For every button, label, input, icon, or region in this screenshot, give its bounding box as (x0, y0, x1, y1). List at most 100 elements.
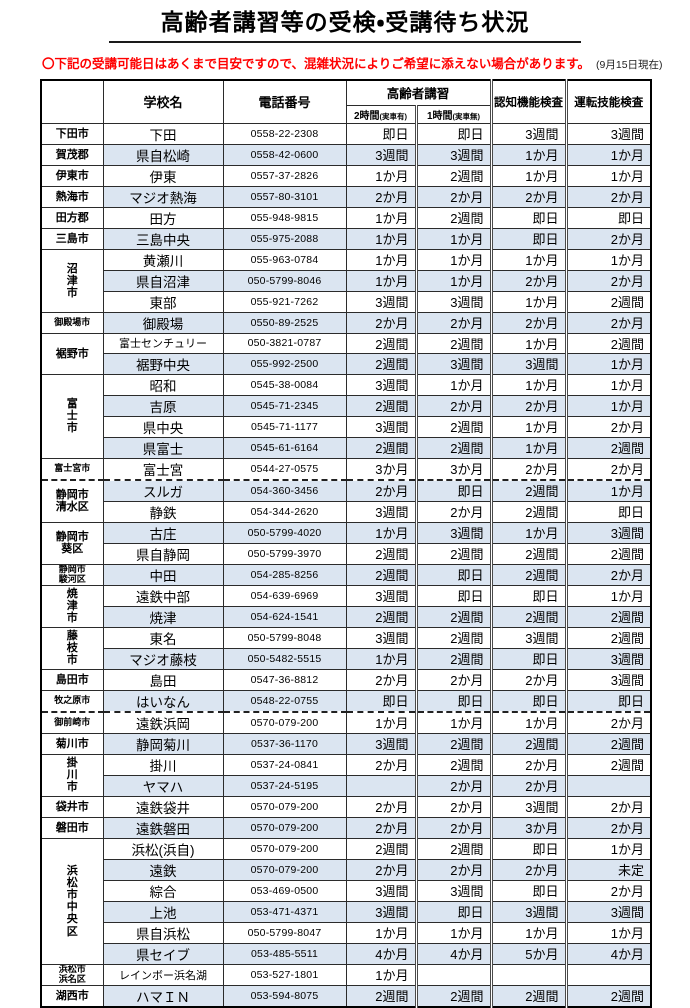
wait-value-cell: 2週間 (489, 732, 567, 755)
table-row: 掛川市掛川 0537-24-0841 2か月 2週間 2か月 2週間 (40, 753, 652, 797)
school-name-cell: マジオ藤枝 (102, 647, 224, 670)
wait-value-cell: 5か月 (489, 942, 567, 965)
wait-value-cell: 2週間 (564, 332, 652, 354)
table-row: 磐田市 遠鉄磐田 0570-079-200 2か月 2か月 3か月 2か月 (40, 816, 652, 839)
wait-value-cell: 2か月 (489, 311, 567, 334)
phone-cell: 0558-22-2308 (222, 122, 347, 145)
wait-value-cell: 2週間 (414, 415, 492, 438)
wait-value-cell: 3週間 (489, 352, 567, 375)
table-row: 焼津市遠鉄中部 054-639-6969 3週間 即日 即日 1か月 (40, 584, 652, 628)
wait-value-cell: 1か月 (564, 164, 652, 187)
region-cell: 御前崎市 (40, 711, 104, 734)
header-course-2h: 2時間(実車有) (345, 104, 417, 124)
phone-cell: 050-5482-5515 (222, 647, 347, 670)
wait-value-cell: 1か月 (414, 227, 492, 250)
wait-value-cell: 3週間 (345, 500, 417, 523)
phone-cell: 0545-61-6164 (222, 436, 347, 459)
wait-value-cell: 2週間 (564, 436, 652, 459)
phone-cell: 055-921-7262 (222, 290, 347, 313)
wait-value-cell: 3週間 (414, 290, 492, 313)
wait-value-cell: 2か月 (489, 394, 567, 417)
wait-value-cell: 2週間 (414, 626, 492, 649)
wait-value-cell: 3週間 (345, 143, 417, 166)
phone-cell: 053-485-5511 (222, 942, 347, 965)
phone-cell: 055-992-2500 (222, 352, 347, 375)
phone-cell: 0570-079-200 (222, 711, 347, 734)
wait-value-cell: 2か月 (345, 795, 417, 818)
wait-value-cell: 3週間 (414, 879, 492, 902)
wait-value-cell: 1か月 (564, 921, 652, 944)
table-row: 菊川市 静岡菊川 0537-36-1170 3週間 2週間 2週間 2週間 (40, 732, 652, 755)
school-name-cell: 遠鉄中部 (102, 584, 224, 607)
wait-value-cell: 1か月 (489, 921, 567, 944)
phone-cell: 0570-079-200 (222, 816, 347, 839)
phone-cell: 055-963-0784 (222, 248, 347, 271)
wait-value-cell: 2週間 (414, 753, 492, 776)
phone-cell: 054-624-1541 (222, 605, 347, 628)
region-cell: 伊東市 (40, 164, 104, 187)
wait-value-cell: 1か月 (345, 711, 417, 734)
table-row: 吉原 0545-71-2345 2週間 2か月 2か月 1か月 (41, 394, 652, 417)
school-name-cell: 島田 (102, 668, 224, 691)
wait-value-cell: 2か月 (489, 269, 567, 292)
corner-diagonal-cell (40, 79, 104, 124)
phone-cell: 050-5799-8047 (222, 921, 347, 944)
header-course-2h-note: (実車有) (379, 111, 408, 121)
wait-value-cell: 2週間 (564, 605, 652, 628)
school-name-cell: 掛川 (102, 753, 224, 776)
wait-value-cell: 2か月 (345, 479, 417, 502)
table-row: 県中央 0545-71-1177 3週間 2週間 1か月 2か月 (41, 415, 652, 438)
wait-value-cell: 2か月 (489, 753, 567, 776)
phone-cell: 050-5799-3970 (222, 542, 347, 565)
wait-value-cell: 3週間 (345, 626, 417, 649)
school-name-cell: ヤマハ (102, 774, 224, 797)
table-row: 裾野中央 055-992-2500 2週間 3週間 3週間 1か月 (41, 352, 652, 375)
table-row: 御前崎市 遠鉄浜岡 0570-079-200 1か月 1か月 1か月 2か月 (40, 711, 652, 734)
wait-value-cell: 2週間 (414, 647, 492, 670)
wait-value-cell: 1か月 (414, 248, 492, 271)
wait-value-cell: 4か月 (414, 942, 492, 965)
phone-cell: 050-3821-0787 (222, 332, 347, 354)
table-row: 袋井市 遠鉄袋井 0570-079-200 2か月 2か月 3週間 2か月 (40, 795, 652, 818)
school-name-cell: スルガ (102, 479, 224, 502)
wait-value-cell: 2か月 (345, 753, 417, 776)
table-row: 富士市昭和 0545-38-0084 3週間 1か月 1か月 1か月 (40, 373, 652, 459)
diagonal-empty-cell (489, 963, 567, 986)
table-row: 県自浜松 050-5799-8047 1か月 1か月 1か月 1か月 (41, 921, 652, 944)
wait-value-cell: 2週間 (414, 732, 492, 755)
wait-value-cell: 2週間 (345, 394, 417, 417)
school-name-cell: 御殿場 (102, 311, 224, 334)
phone-cell: 0558-42-0600 (222, 143, 347, 166)
table-row: 賀茂郡 県自松崎 0558-42-0600 3週間 3週間 1か月 1か月 (40, 143, 652, 166)
phone-cell: 054-639-6969 (222, 584, 347, 607)
region-cell: 磐田市 (40, 816, 104, 839)
table-row: ヤマハ 0537-24-5195 2か月 2か月 (41, 774, 652, 797)
wait-value-cell: 1か月 (564, 143, 652, 166)
school-name-cell: 県中央 (102, 415, 224, 438)
wait-value-cell: 1か月 (564, 352, 652, 375)
wait-value-cell: 即日 (564, 689, 652, 713)
header-course-1h: 1時間(実車無) (414, 104, 492, 124)
school-name-cell: 綜合 (102, 879, 224, 902)
phone-cell: 053-471-4371 (222, 900, 347, 923)
wait-value-cell: 1か月 (345, 206, 417, 229)
school-name-cell: 吉原 (102, 394, 224, 417)
wait-value-cell: 1か月 (345, 248, 417, 271)
wait-value-cell: 3週間 (489, 795, 567, 818)
phone-cell: 050-5799-8048 (222, 626, 347, 649)
wait-value-cell: 3か月 (345, 457, 417, 481)
wait-value-cell: 1か月 (345, 164, 417, 187)
school-name-cell: ハマＩＮ (102, 984, 224, 1008)
wait-value-cell: 2週間 (489, 500, 567, 523)
wait-value-cell: 3週間 (414, 143, 492, 166)
wait-value-cell: 4か月 (564, 942, 652, 965)
wait-value-cell: 2か月 (489, 185, 567, 208)
school-name-cell: マジオ熱海 (102, 185, 224, 208)
wait-value-cell: 2週間 (414, 436, 492, 459)
school-name-cell: 上池 (102, 900, 224, 923)
table-row: 熱海市 マジオ熱海 0557-80-3101 2か月 2か月 2か月 2か月 (40, 185, 652, 208)
table-row: 遠鉄 0570-079-200 2か月 2か月 2か月 未定 (41, 858, 652, 881)
wait-value-cell: 1か月 (414, 269, 492, 292)
wait-value-cell: 2か月 (489, 774, 567, 797)
region-cell: 沼津市 (40, 248, 104, 313)
